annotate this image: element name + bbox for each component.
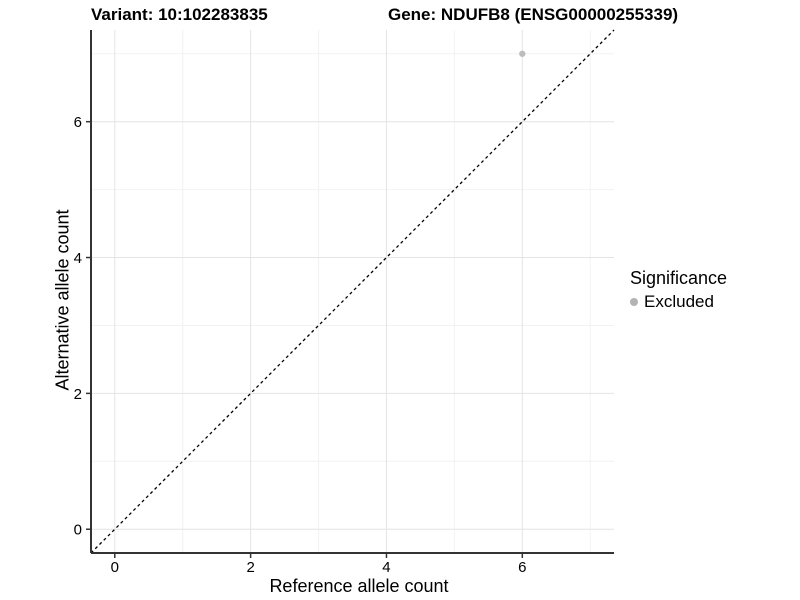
plot-title-gene: Gene: NDUFB8 (ENSG00000255339)	[388, 5, 679, 24]
legend: Significance Excluded	[630, 268, 727, 312]
x-tick-label: 6	[518, 559, 526, 576]
identity-reference-line	[90, 29, 615, 554]
x-tick-label: 2	[246, 559, 254, 576]
data-point	[519, 50, 526, 57]
legend-item-label: Excluded	[644, 292, 714, 311]
x-tick-label: 4	[382, 559, 390, 576]
x-tick-label: 0	[111, 559, 119, 576]
y-tick-label: 2	[74, 386, 82, 403]
excluded-point-icon	[630, 298, 638, 306]
y-tick-label: 4	[74, 250, 82, 267]
y-tick-label: 6	[74, 114, 82, 131]
y-axis-title: Alternative allele count	[52, 209, 73, 391]
legend-title: Significance	[630, 268, 728, 288]
x-axis-title: Reference allele count	[269, 576, 449, 596]
plot-title-variant: Variant: 10:102283835	[91, 5, 268, 24]
y-tick-label: 0	[74, 522, 82, 539]
legend-item-excluded: Excluded	[630, 292, 727, 312]
